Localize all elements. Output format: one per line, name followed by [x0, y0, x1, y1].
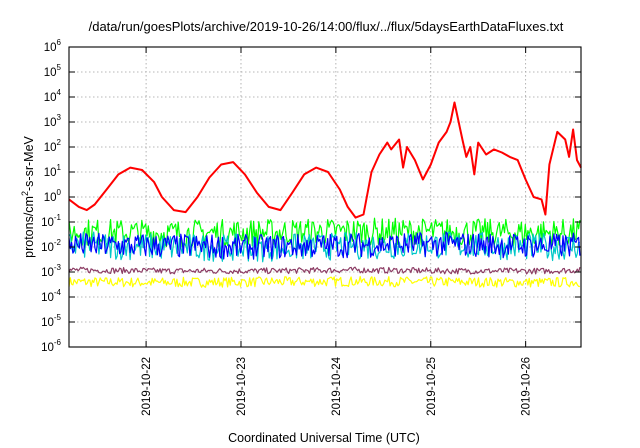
y-tick-label: 103 [44, 113, 62, 129]
y-tick-label: 10-1 [41, 213, 61, 229]
y-tick-labels: 10-610-510-410-310-210-11001011021031041… [41, 38, 61, 354]
y-tick-base: 10 [41, 292, 54, 304]
y-tick-base: 10 [44, 167, 57, 179]
y-tick-label: 10-6 [41, 338, 61, 354]
y-axis-label: protons/cm2-s-sr-MeV [20, 135, 36, 257]
y-tick-base: 10 [41, 267, 54, 279]
x-tick-label: 2019-10-22 [141, 357, 153, 416]
x-tick-label: 2019-10-23 [236, 357, 248, 416]
y-tick-base: 10 [44, 67, 57, 79]
y-tick-exp: 4 [57, 88, 62, 97]
y-tick-exp: -3 [54, 263, 62, 272]
y-tick-exp: 0 [57, 188, 62, 197]
y-tick-base: 10 [44, 117, 57, 129]
series-line [68, 275, 580, 288]
y-tick-label: 102 [44, 138, 62, 154]
y-tick-exp: 3 [57, 113, 62, 122]
chart-title: /data/run/goesPlots/archive/2019-10-26/1… [89, 19, 564, 34]
y-tick-base: 10 [44, 92, 57, 104]
y-tick-base: 10 [41, 217, 54, 229]
y-tick-base: 10 [41, 317, 54, 329]
grid-lines [69, 47, 581, 347]
y-tick-base: 10 [41, 342, 54, 354]
y-tick-exp: -6 [54, 338, 62, 347]
series-layer [68, 101, 582, 288]
x-tick-labels: 2019-10-22 2019-10-23 2019-10-24 2019-10-25… [141, 356, 533, 415]
y-tick-base: 10 [44, 142, 57, 154]
y-axis-label-suffix: -s-sr-MeV [22, 135, 36, 191]
y-tick-base: 10 [44, 192, 57, 204]
y-tick-exp: -4 [54, 288, 62, 297]
y-tick-exp: -1 [54, 213, 62, 222]
y-tick-base: 10 [41, 242, 54, 254]
series-line [68, 101, 582, 219]
y-tick-base: 10 [44, 42, 57, 54]
y-tick-label: 10-2 [41, 238, 61, 254]
y-tick-exp: 5 [57, 63, 62, 72]
y-tick-label: 10-5 [41, 313, 61, 329]
y-tick-exp: 2 [57, 138, 62, 147]
x-tick-label: 2019-10-26 [521, 357, 533, 416]
y-tick-label: 10-4 [41, 288, 61, 304]
y-axis-label-sup: 2 [20, 191, 30, 196]
y-tick-label: 10-3 [41, 263, 61, 279]
x-tick-label: 2019-10-25 [426, 357, 438, 416]
y-tick-label: 104 [44, 88, 62, 104]
y-tick-exp: -2 [54, 238, 62, 247]
y-tick-label: 100 [44, 188, 62, 204]
y-axis-label-prefix: protons/cm [22, 196, 36, 258]
y-tick-label: 106 [44, 38, 62, 54]
y-tick-exp: -5 [54, 313, 62, 322]
y-tick-exp: 6 [57, 38, 62, 47]
plot-frame [68, 46, 582, 348]
y-tick-label: 101 [44, 163, 62, 179]
y-tick-label: 105 [44, 63, 62, 79]
y-tick-exp: 1 [57, 163, 62, 172]
series-line [68, 266, 581, 275]
x-axis-label: Coordinated Universal Time (UTC) [228, 431, 420, 445]
x-tick-label: 2019-10-24 [331, 356, 343, 415]
series-line [68, 231, 581, 260]
